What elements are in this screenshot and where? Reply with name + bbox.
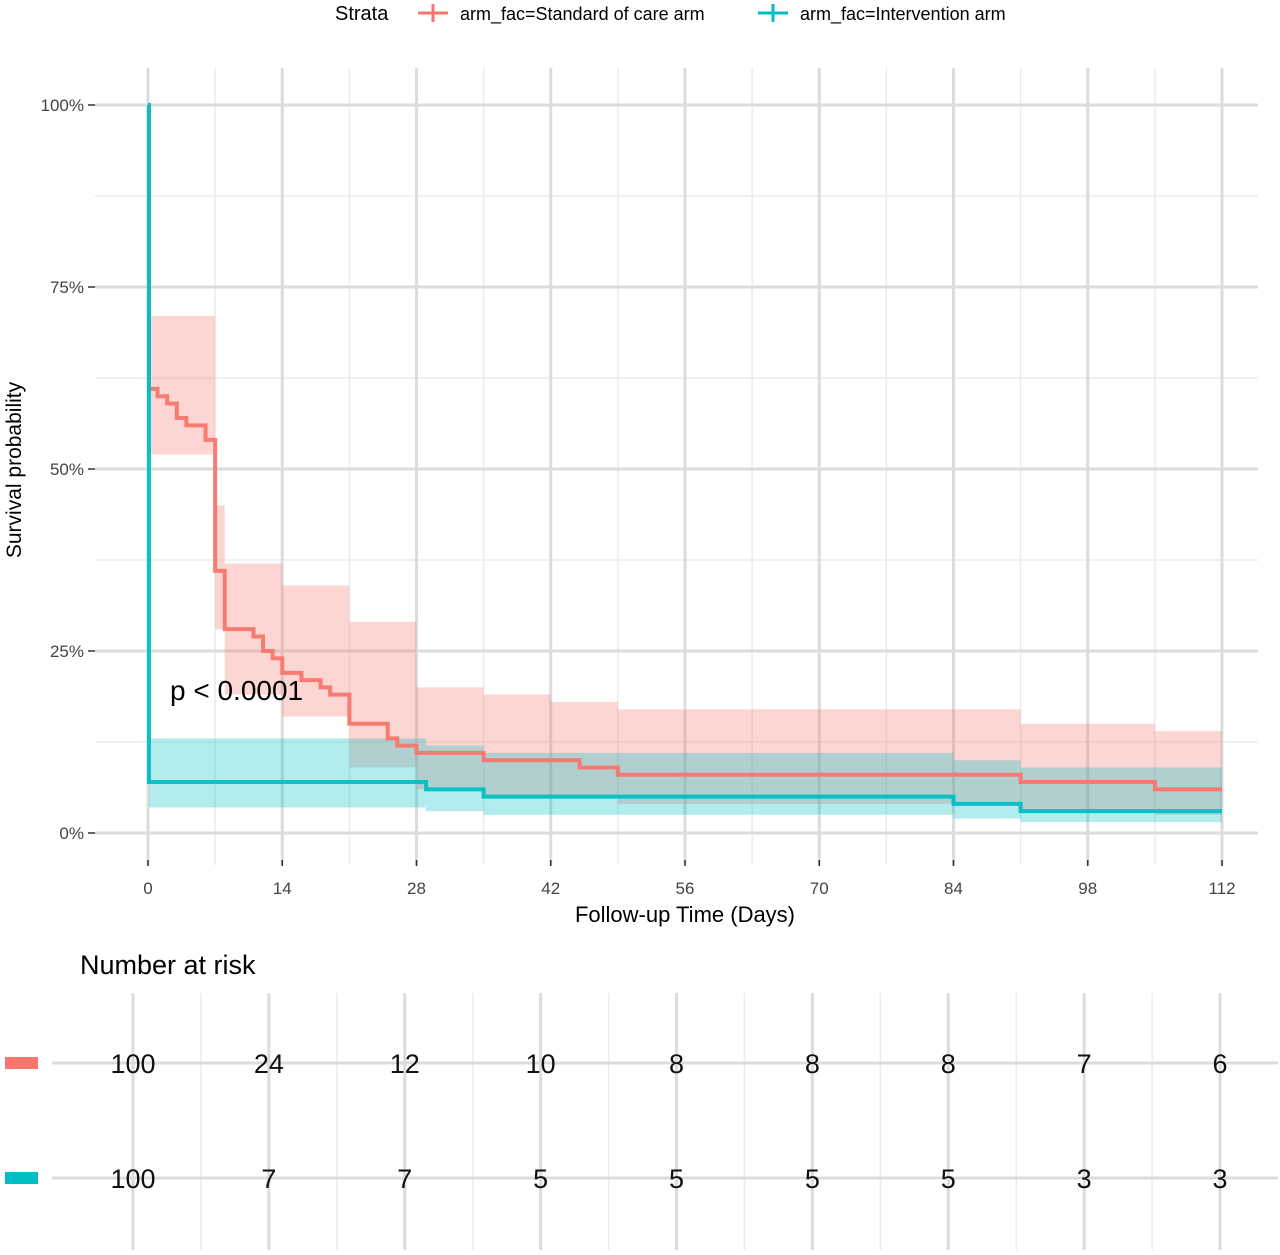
x-tick-label: 14 — [273, 879, 292, 898]
legend-label: arm_fac=Standard of care arm — [460, 4, 705, 25]
risk-table: Number at risk 100 24 12 10 8 8 8 7 6 100 7 7 5 5 5 5 3 3 — [5, 950, 1278, 1250]
survival-curve — [146, 103, 1222, 792]
risk-count: 8 — [805, 1049, 820, 1079]
risk-count: 100 — [110, 1164, 155, 1194]
x-tick-label: 0 — [143, 879, 152, 898]
risk-count: 7 — [261, 1164, 276, 1194]
y-tick-label: 100% — [41, 96, 84, 115]
x-axis-label: Follow-up Time (Days) — [575, 902, 795, 927]
x-tick-label: 42 — [541, 879, 560, 898]
y-tick-label: 50% — [50, 460, 84, 479]
confidence-bands — [148, 105, 1222, 823]
x-tick-label: 84 — [944, 879, 963, 898]
p-value-annotation: p < 0.0001 — [170, 675, 303, 706]
risk-count: 12 — [390, 1049, 420, 1079]
legend-title: Strata — [335, 3, 389, 25]
risk-count: 100 — [110, 1049, 155, 1079]
y-tick-label: 0% — [59, 824, 84, 843]
y-axis-label: Survival probability — [3, 381, 26, 558]
risk-count: 7 — [397, 1164, 412, 1194]
confidence-band — [148, 105, 1222, 823]
legend: Strata arm_fac=Standard of care arm arm_f… — [335, 3, 1006, 25]
risk-count: 3 — [1212, 1164, 1227, 1194]
survival-curve — [146, 103, 1222, 814]
risk-table-title: Number at risk — [80, 950, 256, 980]
y-tick-label: 25% — [50, 642, 84, 661]
grid-lines — [95, 68, 1258, 865]
axes: Follow-up Time (Days) Survival probabili… — [3, 96, 1236, 927]
x-tick-label: 56 — [676, 879, 695, 898]
risk-count: 5 — [805, 1164, 820, 1194]
risk-count: 7 — [1077, 1049, 1092, 1079]
risk-count: 8 — [669, 1049, 684, 1079]
x-tick-label: 70 — [810, 879, 829, 898]
risk-row-color-key — [5, 1057, 38, 1069]
y-tick-label: 75% — [50, 278, 84, 297]
risk-row-color-key — [5, 1172, 38, 1184]
risk-count: 24 — [254, 1049, 284, 1079]
risk-count: 5 — [941, 1164, 956, 1194]
risk-count: 6 — [1212, 1049, 1227, 1079]
risk-count: 3 — [1077, 1164, 1092, 1194]
x-tick-label: 28 — [407, 879, 426, 898]
survival-curves — [146, 103, 1222, 814]
risk-count: 5 — [533, 1164, 548, 1194]
x-tick-label: 98 — [1078, 879, 1097, 898]
x-tick-label: 112 — [1208, 879, 1235, 898]
risk-count: 10 — [526, 1049, 556, 1079]
legend-label: arm_fac=Intervention arm — [800, 4, 1006, 25]
confidence-band — [148, 105, 1222, 815]
risk-count: 5 — [669, 1164, 684, 1194]
risk-count: 8 — [941, 1049, 956, 1079]
